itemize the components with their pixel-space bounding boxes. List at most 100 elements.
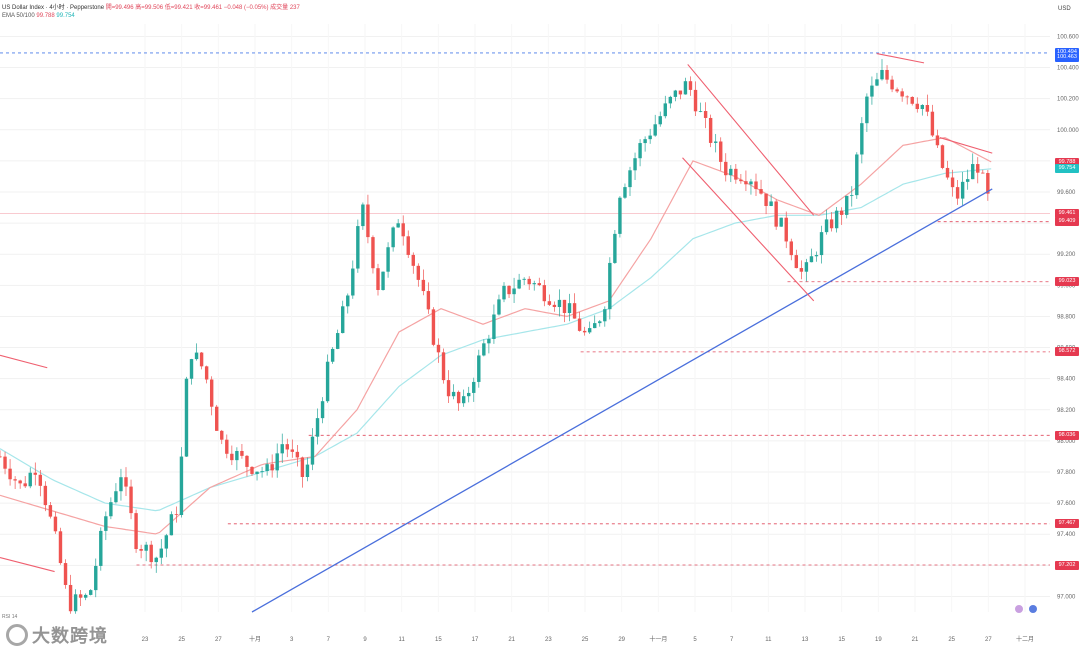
price-badge: 99.023 [1055,277,1079,287]
candle-body [426,291,431,310]
candle-body [28,472,32,487]
candle-body [703,110,708,118]
ema-fast-value: 99.788 [36,13,55,19]
candle-body [38,474,43,486]
candle-body [300,457,305,478]
candle-body [53,516,58,532]
candle-body [295,451,300,458]
candle-body [567,303,572,314]
candle-body [381,271,385,290]
candle-body [441,352,446,381]
candle-body [955,187,960,199]
candle-body [910,96,914,104]
candle-body [819,232,824,256]
watermark-logo-icon [6,624,28,646]
candle-body [759,189,763,194]
candle-body [724,161,728,176]
uptrend-line [251,188,993,613]
candle-body [920,105,925,110]
candle-body [129,486,133,514]
y-tick-label: 98.200 [1057,408,1076,414]
candle-body [315,418,320,437]
candle-body [194,352,199,360]
candle-body [814,255,819,257]
candle-body [804,262,809,272]
candle-body [477,355,481,382]
x-tick-label: 十月 [249,635,261,643]
currency-label: USD [1058,6,1071,12]
candle-body [885,69,889,80]
price-badge: 97.467 [1055,519,1079,529]
candle-body [451,391,456,397]
candle-body [693,89,698,112]
candle-body [900,91,904,97]
candle-body [164,535,169,549]
candle-body [774,201,778,227]
candle-body [945,167,950,178]
candle-body [416,265,421,280]
price-badge: 99.788 [1055,158,1079,168]
candle-body [23,483,27,487]
candle-body [643,139,647,144]
candle-body [461,396,466,404]
candle-body [829,219,834,229]
candle-body [845,195,849,215]
candle-body [179,456,184,516]
x-tick-label: 29 [618,637,625,643]
candle-body [562,299,567,314]
candle-body [683,81,688,95]
alert-icon[interactable] [1015,604,1023,613]
x-tick-label: 11 [399,637,406,643]
candle-body [119,477,123,492]
candle-body [648,135,652,140]
candle-body [366,204,370,238]
x-tick-label: 9 [363,637,367,643]
candle-body [940,145,945,168]
x-tick-label: 25 [582,637,589,643]
candle-body [769,201,773,206]
y-tick-label: 98.400 [1057,377,1076,383]
candle-body [668,96,673,104]
candle-body [890,79,894,90]
candle-body [43,485,48,506]
candle-body [713,141,718,143]
y-tick-label: 97.000 [1057,594,1076,600]
candle-body [905,96,909,98]
candle-body [104,516,108,531]
channel-line [0,354,48,369]
candle-body [613,233,617,263]
ema-legend[interactable]: EMA 50/100 99.788 99.754 [2,12,75,20]
candle-body [799,268,804,272]
candle-body [638,143,642,159]
candle-body [245,455,249,467]
candle-body [225,439,229,454]
candle-body [744,181,748,185]
candle-body [235,450,239,461]
y-tick-label: 97.400 [1057,532,1076,538]
candle-body [456,391,461,404]
ema-slow-value: 99.754 [56,13,75,19]
candle-body [482,343,486,356]
candle-body [436,344,441,353]
candle-body [754,181,758,190]
candle-body [391,227,395,248]
price-badge: 99.461 [1055,209,1079,219]
candle-body [502,285,506,300]
symbol-header[interactable]: US Dollar Index · 4小时 · Pepperstone 開=99… [2,4,300,12]
y-axis: 100.600100.400100.200100.00099.80099.600… [1057,34,1079,600]
channel-line [939,137,993,154]
candle-body [149,544,153,563]
trendlines [0,53,993,613]
flag-icon[interactable] [1029,604,1038,613]
candle-body [739,179,743,182]
candlestick-series [0,59,990,614]
candle-body [960,181,965,199]
candle-body [411,254,415,266]
x-tick-label: 11 [765,637,772,643]
candle-body [839,210,844,215]
candle-body [734,168,738,180]
candle-body [950,177,955,188]
candle-body [285,444,289,450]
candle-body [467,392,471,397]
